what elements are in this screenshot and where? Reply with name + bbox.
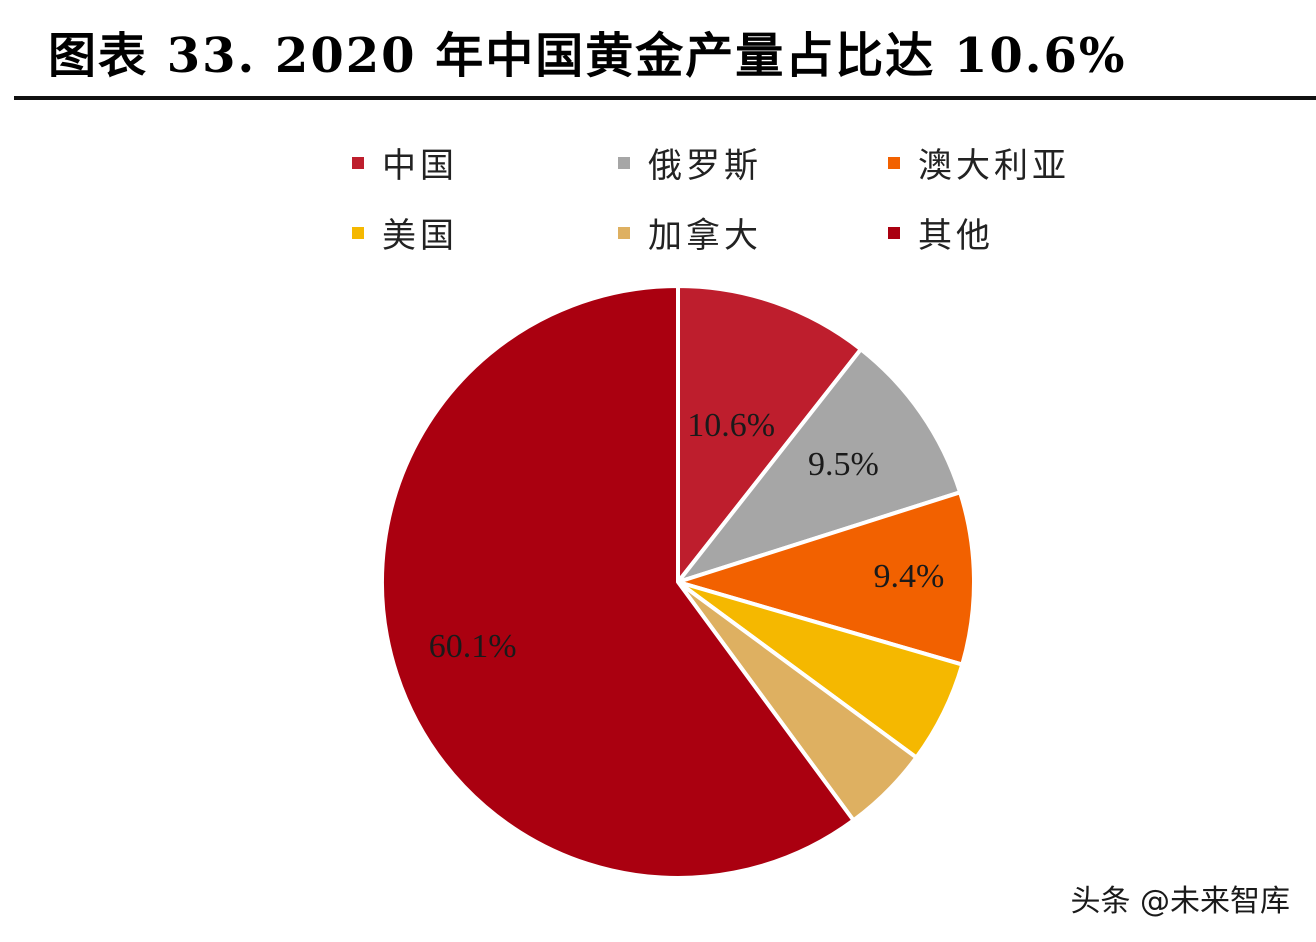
legend-swatch: [618, 156, 630, 169]
legend-swatch: [352, 226, 364, 239]
legend-swatch: [618, 226, 630, 239]
legend-label: 美国: [382, 216, 458, 256]
slice-data-label: 9.5%: [808, 446, 879, 483]
legend-swatch: [888, 226, 900, 239]
legend-item: 澳大利亚: [888, 138, 1070, 187]
legend-item: 其他: [888, 208, 994, 257]
slice-data-label: 60.1%: [429, 628, 517, 665]
pie-slice: [380, 284, 856, 880]
legend-label: 加拿大: [648, 216, 762, 256]
legend-swatch: [888, 156, 900, 169]
chart-legend: 中国 俄罗斯 澳大利亚美国 加拿大 其他: [0, 0, 1316, 260]
legend-item: 加拿大: [618, 208, 762, 257]
slice-data-label: 10.6%: [687, 407, 775, 444]
legend-item: 美国: [352, 208, 458, 257]
legend-item: 俄罗斯: [618, 138, 762, 187]
legend-label: 俄罗斯: [648, 146, 762, 186]
legend-label: 其他: [918, 216, 994, 256]
pie-slice: [676, 284, 863, 584]
legend-label: 中国: [382, 146, 458, 186]
pie-slice: [676, 347, 963, 584]
page-title: 图表 33. 2020 年中国黄金产量占比达 10.6%: [48, 28, 1127, 84]
pie-slice: [676, 490, 976, 667]
legend-item: 中国: [352, 138, 458, 187]
slice-data-label: 9.4%: [873, 558, 944, 595]
legend-swatch: [352, 156, 364, 169]
legend-label: 澳大利亚: [918, 146, 1070, 186]
watermark: 头条 @未来智库: [1070, 884, 1290, 919]
title-divider: [14, 96, 1316, 100]
